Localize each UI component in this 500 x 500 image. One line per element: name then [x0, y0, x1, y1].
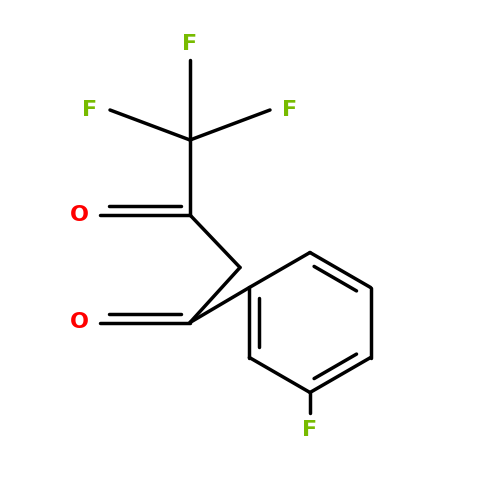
Text: F: F: [82, 100, 98, 120]
Text: O: O: [70, 205, 88, 225]
Text: F: F: [282, 100, 298, 120]
Text: F: F: [182, 34, 198, 54]
Text: F: F: [302, 420, 318, 440]
Text: O: O: [70, 312, 88, 332]
